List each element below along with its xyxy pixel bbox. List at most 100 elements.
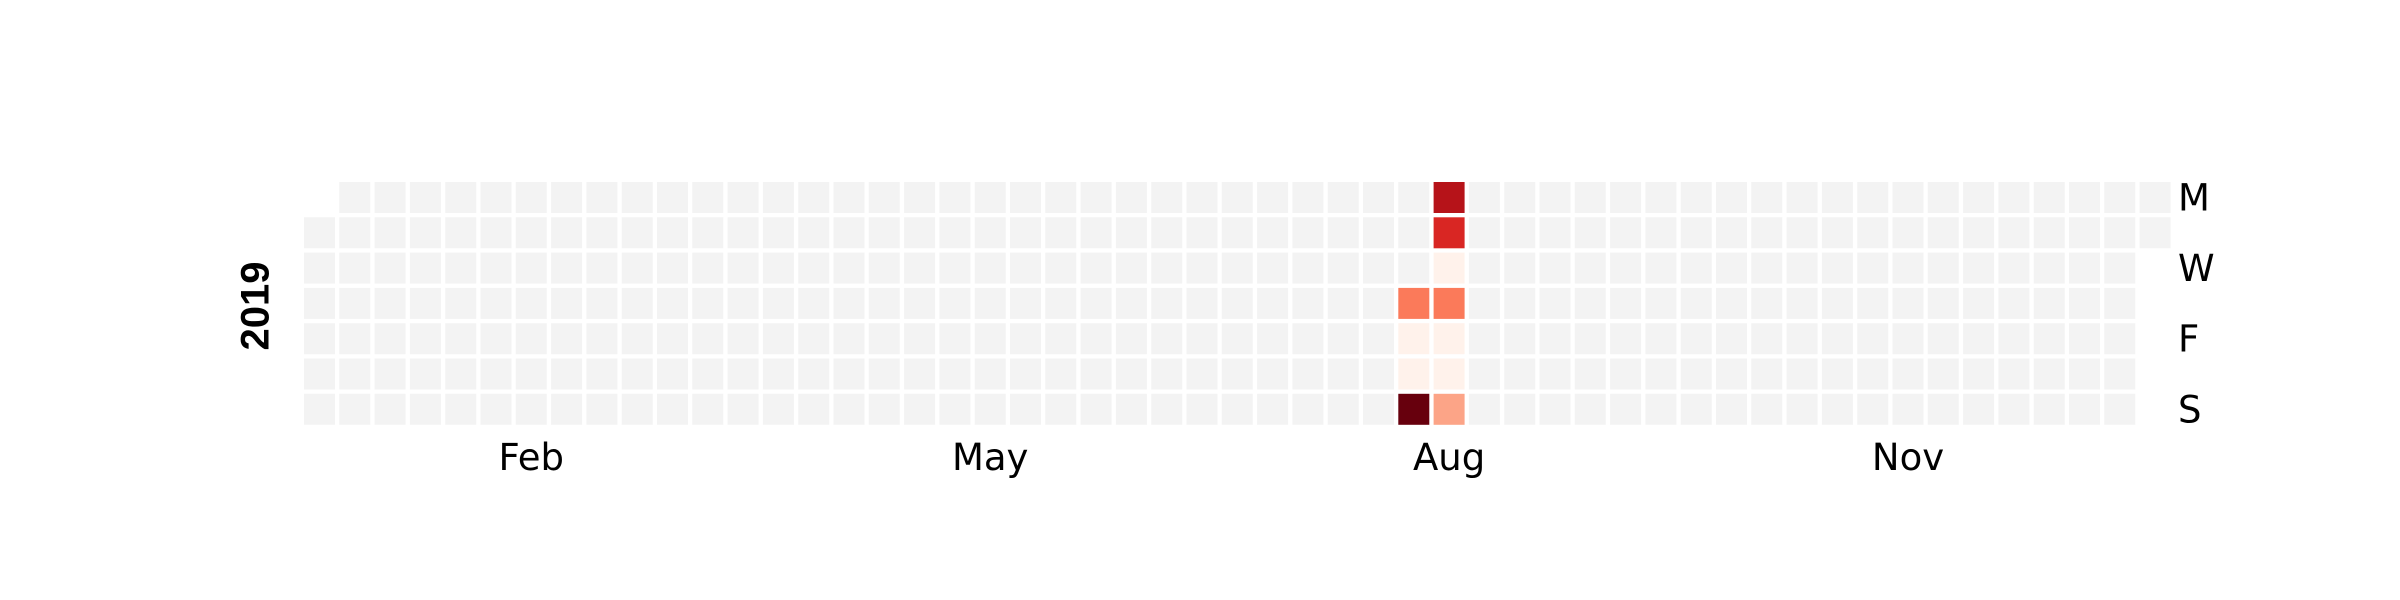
day-cell — [409, 287, 441, 319]
day-cell — [833, 252, 865, 284]
day-cell — [1998, 358, 2030, 390]
day-cell — [2069, 323, 2100, 355]
day-cell — [621, 182, 653, 213]
day-cell-active — [1433, 358, 1465, 390]
day-cell — [1468, 217, 1500, 249]
day-cell — [833, 393, 865, 425]
day-cell — [1821, 393, 1853, 425]
day-cell — [374, 182, 406, 213]
day-cell — [1257, 287, 1289, 319]
day-cell — [374, 252, 406, 284]
day-cell — [1504, 182, 1536, 213]
day-cell — [1786, 217, 1818, 249]
day-cell — [939, 182, 971, 213]
day-cell — [621, 217, 653, 249]
day-cell — [1151, 217, 1183, 249]
day-cell — [2139, 182, 2171, 213]
day-cell — [1186, 393, 1218, 425]
day-cell — [974, 252, 1006, 284]
day-cell — [1539, 358, 1571, 390]
day-cell — [1045, 182, 1077, 213]
day-cell — [1221, 393, 1253, 425]
weekday-label: F — [2178, 318, 2199, 361]
day-cell — [1292, 358, 1324, 390]
day-cell — [974, 358, 1006, 390]
day-cell — [445, 182, 477, 213]
day-cell — [621, 358, 653, 390]
day-cell — [1468, 323, 1500, 355]
day-cell — [1574, 217, 1606, 249]
day-cell — [1468, 182, 1500, 213]
day-cell — [374, 358, 406, 390]
day-cell — [1080, 323, 1112, 355]
day-cell — [904, 358, 936, 390]
day-cell — [692, 287, 724, 319]
day-cell — [1680, 358, 1712, 390]
day-cell — [1927, 393, 1959, 425]
day-cell — [2069, 287, 2100, 319]
day-cell — [1468, 393, 1500, 425]
day-cell — [727, 358, 759, 390]
day-cell — [1115, 358, 1147, 390]
day-cell — [480, 252, 512, 284]
day-cell — [1115, 252, 1147, 284]
day-cell — [657, 217, 688, 249]
day-cell — [1927, 217, 1959, 249]
day-cell — [1786, 358, 1818, 390]
day-cell — [1080, 358, 1112, 390]
day-cell — [2033, 182, 2065, 213]
day-cell — [2104, 287, 2136, 319]
day-cell-active — [1398, 323, 1430, 355]
day-cell — [1186, 287, 1218, 319]
day-cell-active — [1433, 252, 1465, 284]
day-cell — [1539, 393, 1571, 425]
day-cell — [1010, 323, 1041, 355]
day-cell — [586, 182, 618, 213]
day-cell — [409, 217, 441, 249]
day-cell — [1186, 252, 1218, 284]
day-cell — [515, 393, 547, 425]
day-cell — [1857, 393, 1889, 425]
day-cell — [515, 358, 547, 390]
day-cell — [868, 287, 900, 319]
day-cell — [1504, 393, 1536, 425]
day-cell — [304, 217, 335, 249]
day-cell — [1010, 358, 1041, 390]
day-cell — [1751, 323, 1783, 355]
day-cell — [692, 323, 724, 355]
day-cell-active — [1398, 393, 1430, 425]
day-cell — [2069, 393, 2100, 425]
day-cell — [1610, 182, 1642, 213]
day-cell — [1363, 393, 1394, 425]
day-cell — [974, 182, 1006, 213]
month-labels: Feb May Aug Nov — [499, 436, 1945, 479]
day-cell — [1857, 182, 1889, 213]
day-cell — [339, 393, 371, 425]
day-cell — [762, 182, 794, 213]
day-cell — [2104, 252, 2136, 284]
day-cell — [727, 217, 759, 249]
day-cell — [445, 323, 477, 355]
day-cell — [1504, 358, 1536, 390]
weekday-label: W — [2178, 247, 2215, 290]
day-cell — [1786, 182, 1818, 213]
weekday-label: S — [2178, 388, 2202, 431]
day-cell — [409, 252, 441, 284]
day-cell — [2104, 393, 2136, 425]
day-cell — [1257, 393, 1289, 425]
day-cell-active — [1433, 182, 1465, 213]
day-cell — [1645, 217, 1677, 249]
day-cell — [1574, 358, 1606, 390]
day-cell — [798, 217, 830, 249]
day-cell — [1257, 217, 1289, 249]
day-cell — [1857, 287, 1889, 319]
day-cell — [1680, 217, 1712, 249]
day-cell — [409, 323, 441, 355]
day-cell — [1892, 182, 1924, 213]
day-cell — [1645, 358, 1677, 390]
day-cell — [1751, 358, 1783, 390]
day-cell — [657, 323, 688, 355]
day-cell-active — [1398, 287, 1430, 319]
day-cell — [621, 287, 653, 319]
